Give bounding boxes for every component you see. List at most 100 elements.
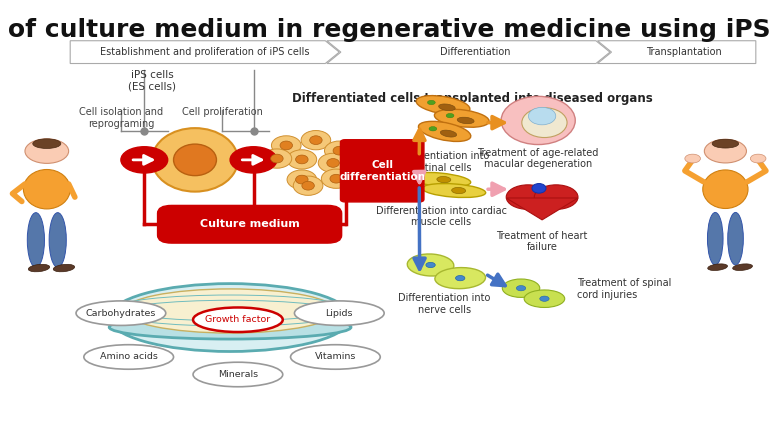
Ellipse shape <box>296 155 308 164</box>
Ellipse shape <box>457 117 474 124</box>
Text: Establishment and proliferation of iPS cells: Establishment and proliferation of iPS c… <box>100 47 310 57</box>
Ellipse shape <box>501 96 575 145</box>
Ellipse shape <box>732 264 753 271</box>
Ellipse shape <box>193 307 282 332</box>
Ellipse shape <box>703 170 748 208</box>
Ellipse shape <box>441 130 456 137</box>
FancyBboxPatch shape <box>158 205 342 243</box>
Circle shape <box>121 147 168 173</box>
Ellipse shape <box>330 174 342 183</box>
Ellipse shape <box>280 141 292 150</box>
Circle shape <box>540 296 549 301</box>
Ellipse shape <box>707 264 728 271</box>
Ellipse shape <box>502 279 540 297</box>
Ellipse shape <box>287 150 317 169</box>
Circle shape <box>456 276 465 281</box>
Ellipse shape <box>287 170 317 189</box>
Ellipse shape <box>193 362 282 387</box>
Text: Culture medium: Culture medium <box>200 219 300 229</box>
Polygon shape <box>597 41 756 64</box>
Ellipse shape <box>524 290 565 307</box>
Text: Cell proliferation: Cell proliferation <box>182 107 263 117</box>
Ellipse shape <box>452 187 466 194</box>
Text: Cell
differentiation: Cell differentiation <box>339 160 425 182</box>
Ellipse shape <box>434 109 489 127</box>
Text: Differentiation into
retinal cells: Differentiation into retinal cells <box>397 151 489 173</box>
Text: Vitamins: Vitamins <box>314 353 356 361</box>
Text: Cell isolation and
reprograming: Cell isolation and reprograming <box>79 107 163 129</box>
Ellipse shape <box>295 301 385 325</box>
Text: Treatment of heart
failure: Treatment of heart failure <box>496 231 588 252</box>
Ellipse shape <box>124 289 336 333</box>
Ellipse shape <box>321 169 351 188</box>
Text: iPS cells
(ES cells): iPS cells (ES cells) <box>128 70 176 92</box>
Text: Amino acids: Amino acids <box>100 353 158 361</box>
Ellipse shape <box>712 139 739 148</box>
Ellipse shape <box>324 141 354 160</box>
Circle shape <box>506 185 550 209</box>
Circle shape <box>25 139 69 163</box>
Polygon shape <box>506 198 578 220</box>
Ellipse shape <box>532 184 546 193</box>
Ellipse shape <box>310 136 322 145</box>
Text: Treatment of age-related
macular degeneration: Treatment of age-related macular degener… <box>477 148 599 169</box>
Ellipse shape <box>296 175 308 184</box>
Ellipse shape <box>84 345 173 369</box>
Ellipse shape <box>49 213 66 267</box>
Ellipse shape <box>152 128 238 192</box>
Ellipse shape <box>302 181 314 190</box>
Ellipse shape <box>327 159 339 167</box>
Ellipse shape <box>23 170 70 209</box>
Circle shape <box>230 147 277 173</box>
Text: Differentiation into cardiac
muscle cells: Differentiation into cardiac muscle cell… <box>376 206 507 227</box>
Ellipse shape <box>407 254 454 276</box>
FancyBboxPatch shape <box>341 140 424 202</box>
Text: Lipids: Lipids <box>325 309 353 318</box>
Circle shape <box>429 127 437 131</box>
Ellipse shape <box>528 107 555 125</box>
Ellipse shape <box>408 173 470 187</box>
Ellipse shape <box>53 264 75 272</box>
Circle shape <box>685 154 700 163</box>
Ellipse shape <box>76 301 165 325</box>
Ellipse shape <box>301 131 331 150</box>
Ellipse shape <box>728 212 743 265</box>
Circle shape <box>446 113 454 118</box>
Text: Role of culture medium in regenerative medicine using iPS cells: Role of culture medium in regenerative m… <box>0 18 780 42</box>
Ellipse shape <box>707 212 723 265</box>
Text: Treatment of spinal
cord injuries: Treatment of spinal cord injuries <box>577 278 672 300</box>
Ellipse shape <box>109 315 351 339</box>
Ellipse shape <box>318 153 348 173</box>
Circle shape <box>427 100 435 105</box>
Circle shape <box>750 154 766 163</box>
Ellipse shape <box>27 213 44 267</box>
Text: Differentiation into
nerve cells: Differentiation into nerve cells <box>399 293 491 315</box>
Ellipse shape <box>435 268 485 289</box>
Circle shape <box>516 286 526 291</box>
Ellipse shape <box>33 139 61 148</box>
Text: Minerals: Minerals <box>218 370 258 379</box>
Text: Differentiated cells transplanted into diseased organs: Differentiated cells transplanted into d… <box>292 92 652 105</box>
Ellipse shape <box>28 264 50 272</box>
Text: Differentiation: Differentiation <box>440 47 511 57</box>
Polygon shape <box>70 41 339 64</box>
Ellipse shape <box>262 149 292 168</box>
Text: Carbohydrates: Carbohydrates <box>86 309 156 318</box>
Ellipse shape <box>293 176 323 195</box>
Ellipse shape <box>290 345 381 369</box>
Ellipse shape <box>418 121 471 141</box>
Ellipse shape <box>173 144 216 176</box>
Ellipse shape <box>271 154 283 163</box>
Text: Growth factor: Growth factor <box>205 315 271 324</box>
Circle shape <box>534 185 578 209</box>
Ellipse shape <box>437 177 451 183</box>
Ellipse shape <box>271 136 301 155</box>
Ellipse shape <box>109 284 351 351</box>
Ellipse shape <box>333 146 346 155</box>
Text: Transplantation: Transplantation <box>646 47 722 57</box>
Polygon shape <box>327 41 610 64</box>
Ellipse shape <box>417 95 470 115</box>
Circle shape <box>704 139 746 163</box>
Ellipse shape <box>522 108 567 138</box>
Ellipse shape <box>438 104 456 111</box>
